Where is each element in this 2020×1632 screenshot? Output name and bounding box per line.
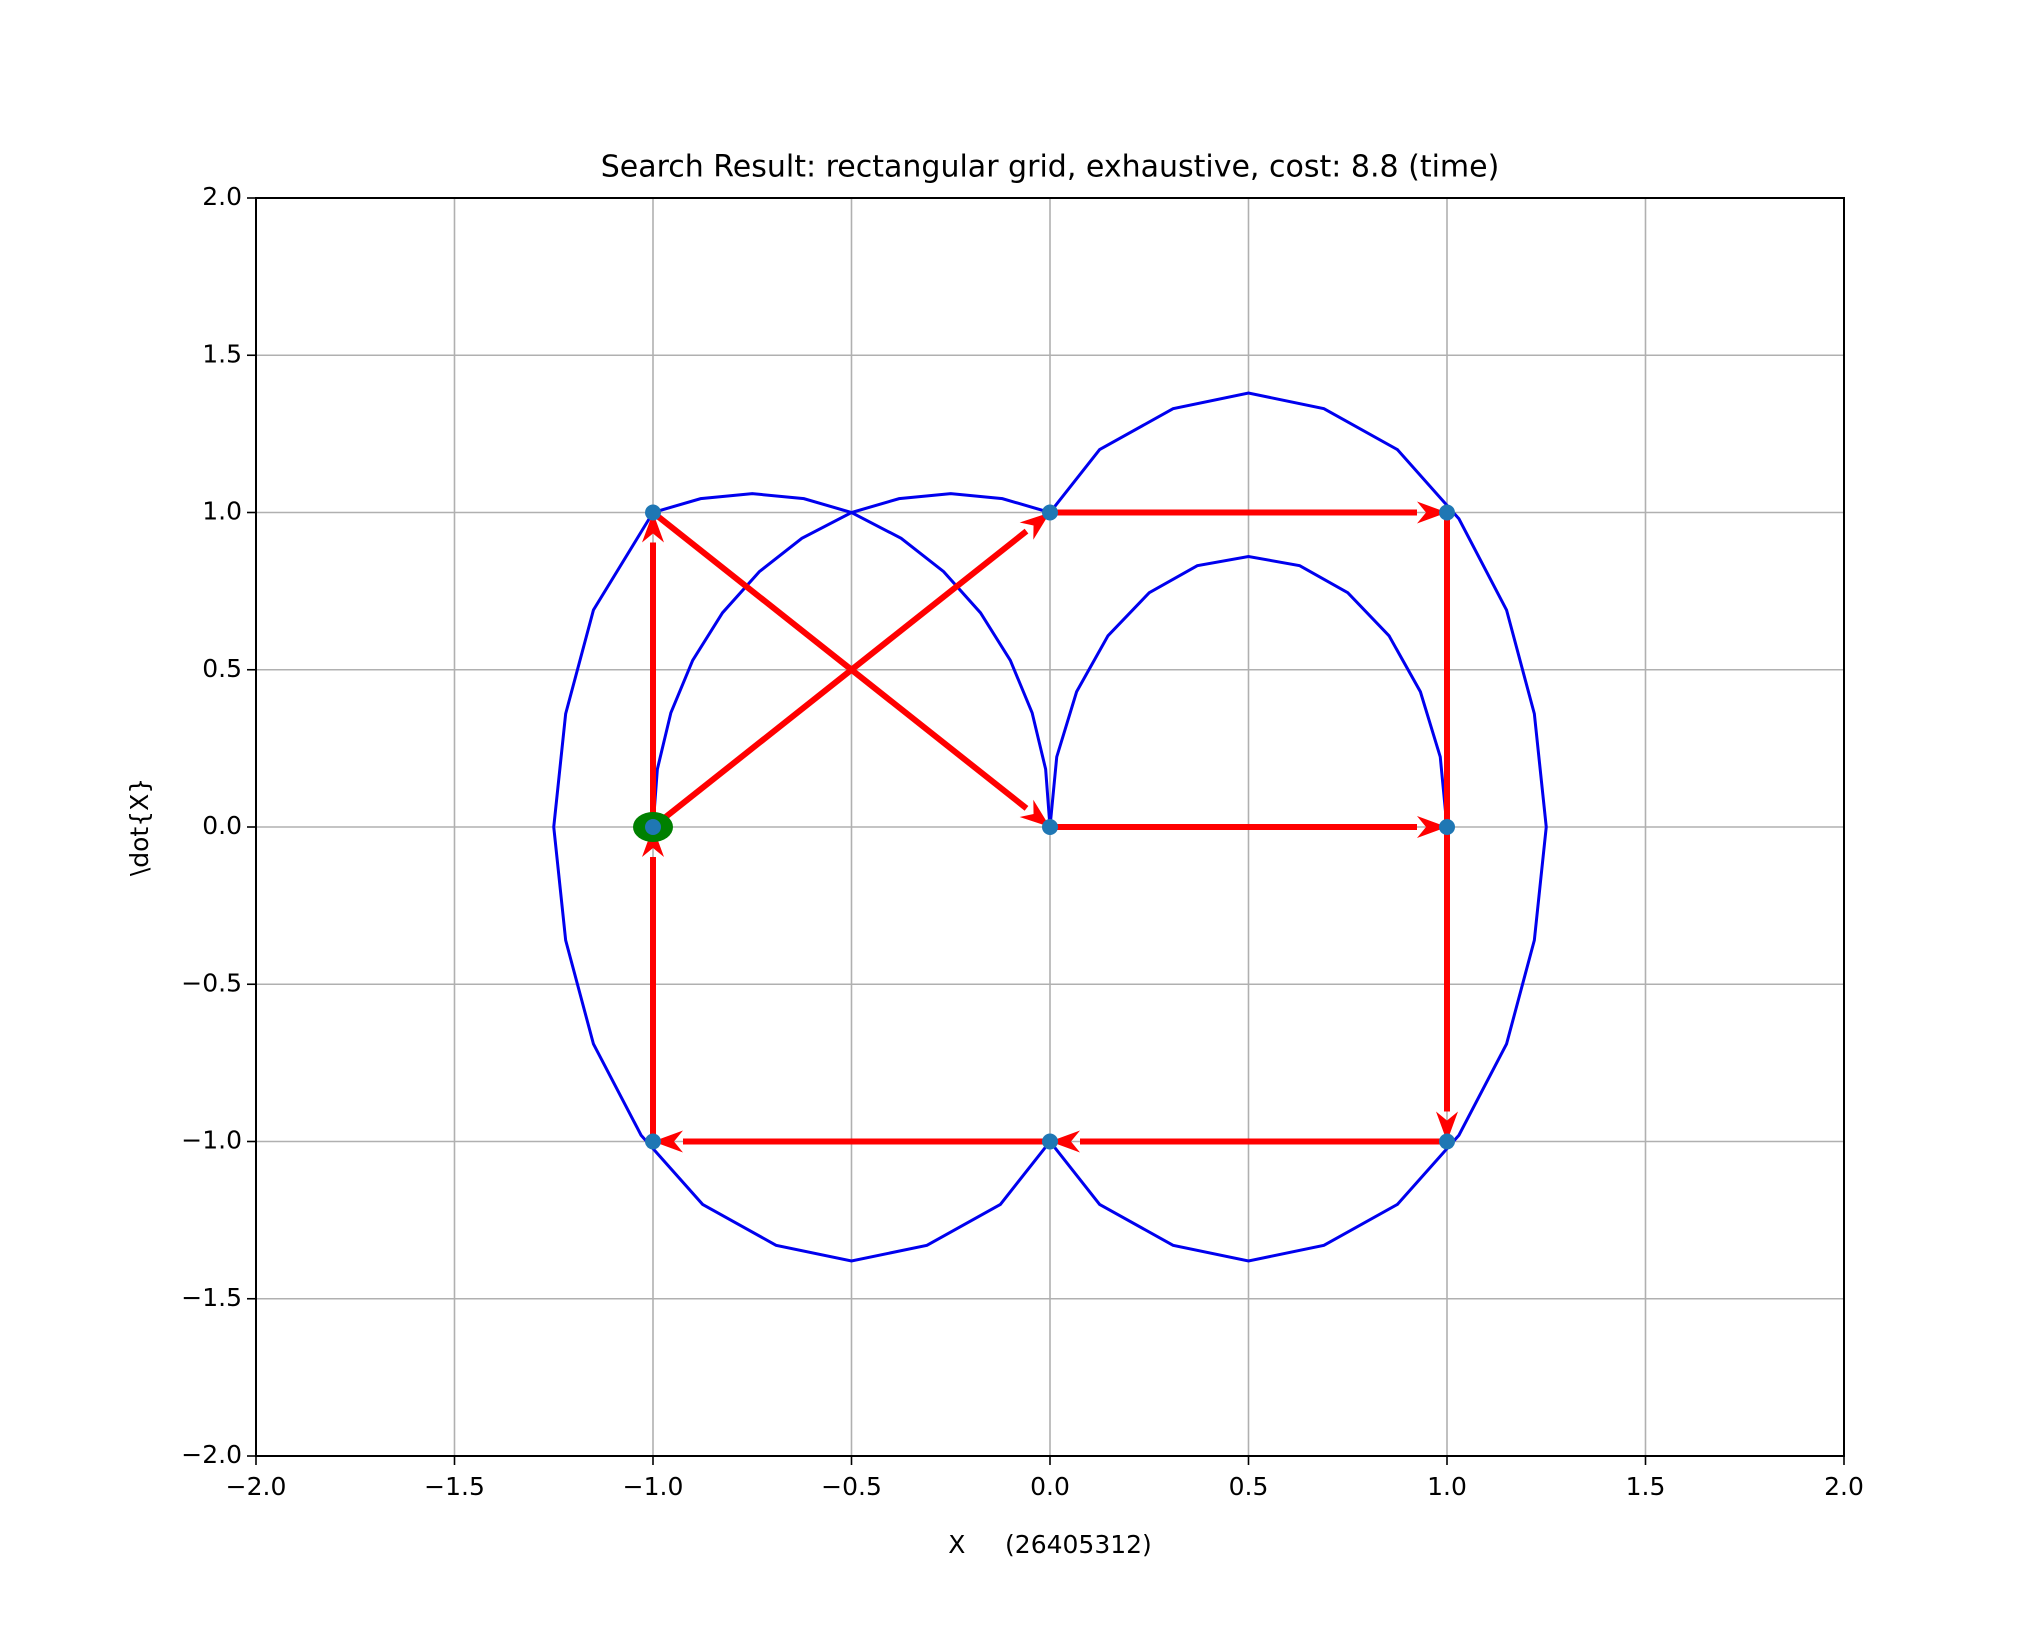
arrow-head [1019, 512, 1050, 540]
x-tick-label: 0.0 [1030, 1472, 1070, 1501]
x-tick-label: 0.5 [1229, 1472, 1269, 1501]
trajectory [1048, 555, 1449, 828]
arrow-head [1436, 1111, 1458, 1142]
arrow [653, 1130, 1050, 1153]
x-tick-label: −0.5 [821, 1472, 882, 1501]
arrow [642, 512, 664, 827]
grid-point [1439, 504, 1455, 521]
y-tick-label: 0.0 [202, 811, 242, 840]
trajectory [651, 492, 1051, 828]
x-tick-label: −1.5 [424, 1472, 485, 1501]
chart-title: Search Result: rectangular grid, exhaust… [601, 150, 1500, 185]
arrow [1050, 501, 1447, 524]
grid-point [645, 819, 661, 835]
grid-point [645, 504, 661, 521]
grid-point [1439, 819, 1455, 835]
x-tick-label: 1.5 [1626, 1472, 1666, 1501]
y-axis-label: \dot{X} [125, 778, 154, 876]
arrow [651, 510, 1050, 827]
arrow-head [1050, 1130, 1080, 1153]
y-tick-label: −2.0 [181, 1440, 242, 1469]
trajectory [552, 511, 1052, 1263]
y-tick-label: 1.5 [202, 339, 242, 368]
x-tick-label: 2.0 [1824, 1472, 1864, 1501]
grid-point [1439, 1133, 1455, 1150]
arrow-head [1417, 816, 1447, 838]
trajectory [652, 492, 1052, 828]
arrow-head [642, 512, 664, 543]
arrow-head [1019, 799, 1050, 827]
arrow [1436, 512, 1458, 1142]
y-tick-label: −0.5 [181, 968, 242, 997]
grid-point [1042, 504, 1058, 521]
arrow-shaft [651, 510, 1029, 811]
arrow [1050, 816, 1447, 838]
grid-point [1042, 819, 1058, 835]
x-tick-label: 1.0 [1427, 1472, 1467, 1501]
y-tick-label: 1.0 [202, 497, 242, 526]
y-tick-label: −1.5 [181, 1283, 242, 1312]
trajectory [1048, 391, 1548, 1263]
x-tick-label: −2.0 [226, 1472, 287, 1501]
arrow [651, 512, 1050, 830]
arrow [1050, 1130, 1447, 1153]
y-tick-label: −1.0 [181, 1126, 242, 1155]
arrow-head [653, 1130, 683, 1153]
y-tick-label: 2.0 [202, 182, 242, 211]
x-axis-label: X (26405312) [948, 1530, 1152, 1559]
y-tick-label: 0.5 [202, 654, 242, 683]
x-tick-label: −1.0 [623, 1472, 684, 1501]
arrow-head [1417, 501, 1447, 524]
grid-point [1042, 1133, 1058, 1150]
plot-frame [255, 197, 1845, 1457]
grid-point [645, 1133, 661, 1150]
arrow-shaft [651, 528, 1029, 830]
